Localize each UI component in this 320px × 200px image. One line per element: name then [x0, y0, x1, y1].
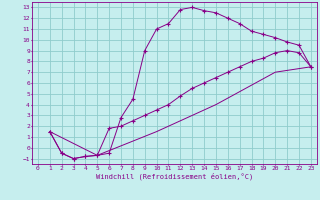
X-axis label: Windchill (Refroidissement éolien,°C): Windchill (Refroidissement éolien,°C) [96, 172, 253, 180]
